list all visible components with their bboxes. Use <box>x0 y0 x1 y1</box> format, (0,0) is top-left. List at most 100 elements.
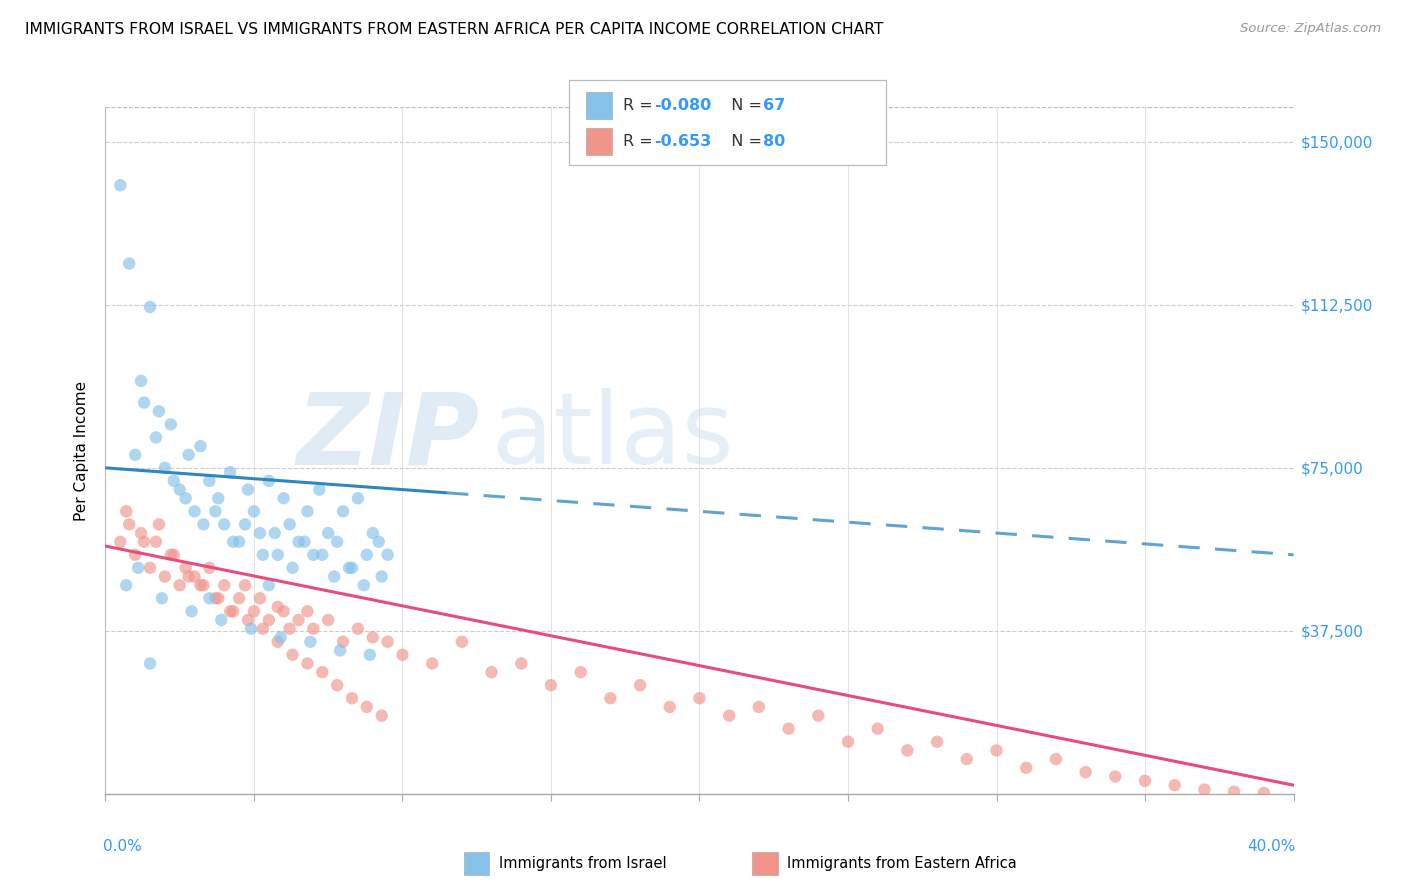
Point <box>323 569 346 583</box>
Point <box>127 561 149 575</box>
Point <box>297 657 319 671</box>
Point <box>148 404 170 418</box>
Text: 80: 80 <box>763 134 786 149</box>
Text: N =: N = <box>721 98 768 113</box>
Point <box>110 534 132 549</box>
Point <box>896 743 918 757</box>
Point <box>361 631 384 645</box>
Point <box>332 504 354 518</box>
Text: ZIP: ZIP <box>297 388 479 485</box>
Point <box>193 517 215 532</box>
Point <box>356 548 378 562</box>
Point <box>193 578 215 592</box>
Point <box>214 517 236 532</box>
Point <box>118 517 141 532</box>
Point <box>222 534 245 549</box>
Point <box>139 300 162 314</box>
Point <box>159 548 181 562</box>
Point <box>340 691 363 706</box>
Point <box>132 534 155 549</box>
Point <box>180 604 202 618</box>
Point <box>718 708 741 723</box>
Point <box>163 548 186 562</box>
Point <box>115 504 138 518</box>
Point <box>252 548 274 562</box>
Point <box>359 648 381 662</box>
Point <box>1074 765 1097 780</box>
Point <box>249 591 271 606</box>
Point <box>129 374 152 388</box>
Point <box>132 395 155 409</box>
Text: N =: N = <box>721 134 768 149</box>
Point <box>837 735 859 749</box>
Point <box>1194 782 1216 797</box>
Point <box>207 491 229 506</box>
Point <box>1015 761 1038 775</box>
Text: Immigrants from Israel: Immigrants from Israel <box>499 856 666 871</box>
Point <box>190 439 212 453</box>
Point <box>287 534 309 549</box>
Point <box>778 722 800 736</box>
Point <box>273 491 295 506</box>
Point <box>367 534 389 549</box>
Point <box>281 561 304 575</box>
Point <box>139 657 162 671</box>
Point <box>337 561 360 575</box>
Point <box>153 460 176 475</box>
Point <box>219 604 242 618</box>
Point <box>204 504 226 518</box>
Point <box>183 504 205 518</box>
Text: R =: R = <box>623 134 658 149</box>
Point <box>329 643 352 657</box>
Text: Immigrants from Eastern Africa: Immigrants from Eastern Africa <box>787 856 1017 871</box>
Point <box>370 708 392 723</box>
Point <box>267 548 290 562</box>
Text: Source: ZipAtlas.com: Source: ZipAtlas.com <box>1240 22 1381 36</box>
Point <box>150 591 173 606</box>
Point <box>204 591 226 606</box>
Point <box>163 474 186 488</box>
Point <box>177 569 200 583</box>
Point <box>311 548 333 562</box>
Point <box>377 548 399 562</box>
Text: IMMIGRANTS FROM ISRAEL VS IMMIGRANTS FROM EASTERN AFRICA PER CAPITA INCOME CORRE: IMMIGRANTS FROM ISRAEL VS IMMIGRANTS FRO… <box>25 22 884 37</box>
Point <box>228 591 250 606</box>
Point <box>311 665 333 680</box>
Point <box>356 700 378 714</box>
Text: R =: R = <box>623 98 658 113</box>
Point <box>174 561 197 575</box>
Point <box>658 700 681 714</box>
Text: 67: 67 <box>763 98 786 113</box>
Point <box>510 657 533 671</box>
Point <box>347 491 370 506</box>
Point <box>249 526 271 541</box>
Point <box>198 474 221 488</box>
Point <box>308 483 330 497</box>
Point <box>169 483 191 497</box>
Point <box>243 504 266 518</box>
Point <box>326 534 349 549</box>
Point <box>689 691 711 706</box>
Point <box>927 735 949 749</box>
Point <box>294 534 316 549</box>
Point <box>257 613 280 627</box>
Text: -0.653: -0.653 <box>654 134 711 149</box>
Point <box>118 256 141 270</box>
Point <box>183 569 205 583</box>
Point <box>297 604 319 618</box>
Point <box>353 578 375 592</box>
Point <box>236 613 259 627</box>
Point <box>302 548 325 562</box>
Point <box>177 448 200 462</box>
Point <box>450 634 472 648</box>
Point <box>209 613 232 627</box>
Point <box>198 591 221 606</box>
Point <box>222 604 245 618</box>
Point <box>198 561 221 575</box>
Point <box>129 526 152 541</box>
Point <box>316 613 339 627</box>
Point <box>115 578 138 592</box>
Text: 40.0%: 40.0% <box>1247 838 1296 854</box>
Point <box>1045 752 1067 766</box>
Point <box>145 534 167 549</box>
